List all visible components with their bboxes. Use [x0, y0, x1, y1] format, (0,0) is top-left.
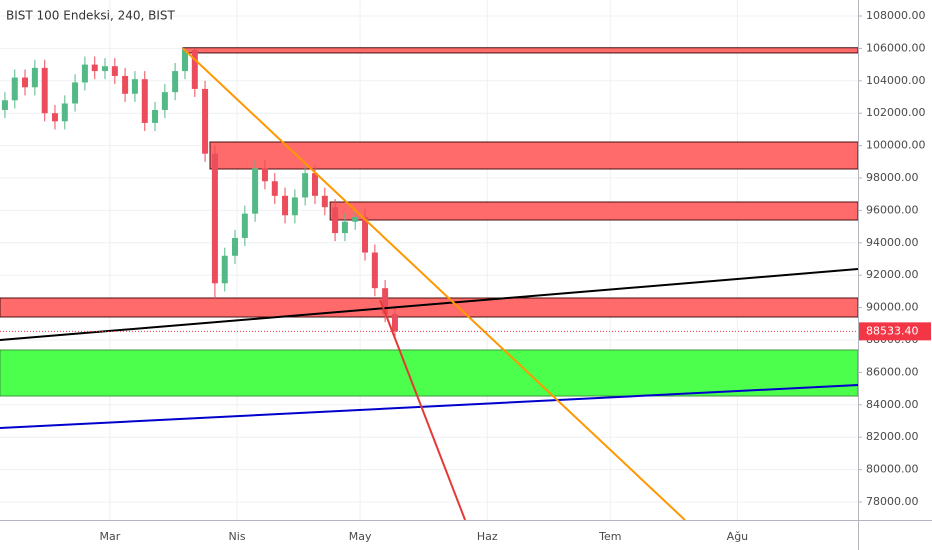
- y-tick-label: 78000.00: [866, 495, 919, 508]
- last-price-label: 88533.40: [866, 324, 919, 337]
- trend-line: [0, 268, 859, 341]
- last-price-tag: [859, 322, 931, 341]
- candle-body: [172, 71, 179, 93]
- x-tick-label: Nis: [229, 530, 246, 543]
- candle-body: [22, 77, 29, 88]
- y-tick-label: 90000.00: [866, 301, 919, 314]
- y-tick-label: 100000.00: [866, 139, 926, 152]
- trend-line: [182, 47, 686, 521]
- candle-body: [202, 88, 209, 154]
- candle-body: [152, 109, 159, 123]
- candle-body: [91, 64, 98, 72]
- y-tick-label: 98000.00: [866, 171, 919, 184]
- zone: [0, 349, 859, 397]
- candle-body: [111, 66, 118, 76]
- candle-body: [101, 66, 108, 72]
- x-tick-label: Ağu: [727, 530, 748, 543]
- y-tick-label: 84000.00: [866, 398, 919, 411]
- candle-body: [282, 195, 289, 216]
- y-tick-label: 94000.00: [866, 236, 919, 249]
- candle-body: [252, 168, 259, 214]
- y-tick-label: 104000.00: [866, 74, 926, 87]
- candle-body: [352, 216, 359, 222]
- candle-body: [41, 67, 48, 114]
- candle-body: [161, 92, 168, 110]
- candle-body: [211, 153, 218, 284]
- candle-body: [61, 103, 68, 122]
- x-tick-label: Mar: [100, 530, 121, 543]
- y-tick-label: 80000.00: [866, 463, 919, 476]
- y-tick-label: 92000.00: [866, 268, 919, 281]
- y-tick-label: 106000.00: [866, 41, 926, 54]
- zone: [182, 47, 859, 54]
- candle-body: [391, 314, 398, 332]
- candle-body: [291, 197, 298, 216]
- candle-body: [382, 288, 389, 315]
- y-tick-label: 102000.00: [866, 106, 926, 119]
- candle-body: [341, 221, 348, 234]
- trend-line: [379, 299, 467, 521]
- candle-body: [362, 216, 369, 253]
- candle-body: [81, 64, 88, 83]
- x-tick-label: Haz: [477, 530, 498, 543]
- candle-body: [141, 79, 148, 123]
- candle-body: [31, 67, 38, 88]
- candle-body: [1, 100, 8, 110]
- x-tick-label: Tem: [598, 530, 621, 543]
- y-tick-label: 108000.00: [866, 9, 926, 22]
- candle-body: [191, 50, 198, 89]
- zone: [0, 297, 859, 318]
- candle-body: [241, 213, 248, 238]
- candle-body: [261, 168, 268, 182]
- trend-line: [0, 384, 859, 429]
- candle-body: [371, 252, 378, 289]
- y-tick-label: 86000.00: [866, 365, 919, 378]
- zone: [329, 201, 859, 221]
- candle-body: [72, 82, 79, 104]
- candle-body: [311, 173, 318, 196]
- candle-body: [302, 173, 309, 198]
- chart-title: BIST 100 Endeksi, 240, BIST: [6, 9, 176, 23]
- y-tick-label: 96000.00: [866, 203, 919, 216]
- candle-body: [232, 237, 239, 256]
- y-tick-label: 82000.00: [866, 430, 919, 443]
- candle-body: [332, 207, 339, 234]
- candle-body: [51, 113, 58, 122]
- candle-body: [122, 75, 129, 94]
- candle-body: [321, 195, 328, 208]
- zone: [209, 141, 859, 170]
- x-tick-label: May: [349, 530, 372, 543]
- candle-body: [181, 50, 188, 72]
- candle-body: [271, 181, 278, 196]
- candle-body: [131, 79, 138, 94]
- candle-body: [221, 255, 228, 284]
- candle-body: [11, 77, 18, 101]
